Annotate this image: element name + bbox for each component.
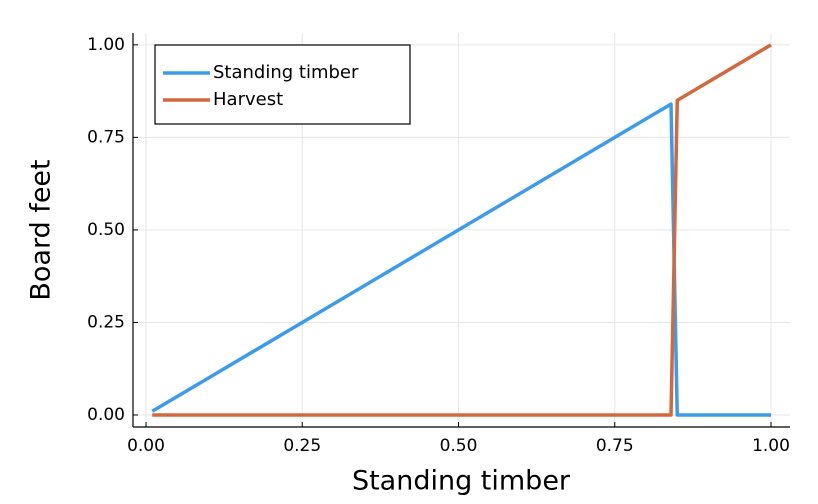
x-tick-label: 0.00 bbox=[127, 436, 165, 456]
legend-label: Harvest bbox=[213, 89, 283, 110]
legend-label: Standing timber bbox=[213, 62, 359, 83]
x-tick-label: 1.00 bbox=[752, 436, 790, 456]
line-series bbox=[151, 102, 771, 417]
y-axis-label: Board feet bbox=[26, 159, 57, 300]
y-tick-label: 0.50 bbox=[87, 220, 125, 240]
y-tick-label: 0.75 bbox=[87, 127, 125, 147]
x-tick-label: 0.75 bbox=[596, 436, 634, 456]
y-tick-label: 0.00 bbox=[87, 405, 125, 425]
x-tick-label: 0.50 bbox=[440, 436, 478, 456]
legend-box bbox=[154, 44, 411, 125]
x-tick-label: 0.25 bbox=[283, 436, 321, 456]
x-axis-label: Standing timber bbox=[352, 466, 571, 497]
y-tick-label: 1.00 bbox=[87, 35, 125, 55]
y-tick-label: 0.25 bbox=[87, 312, 125, 332]
line-series bbox=[152, 43, 772, 417]
